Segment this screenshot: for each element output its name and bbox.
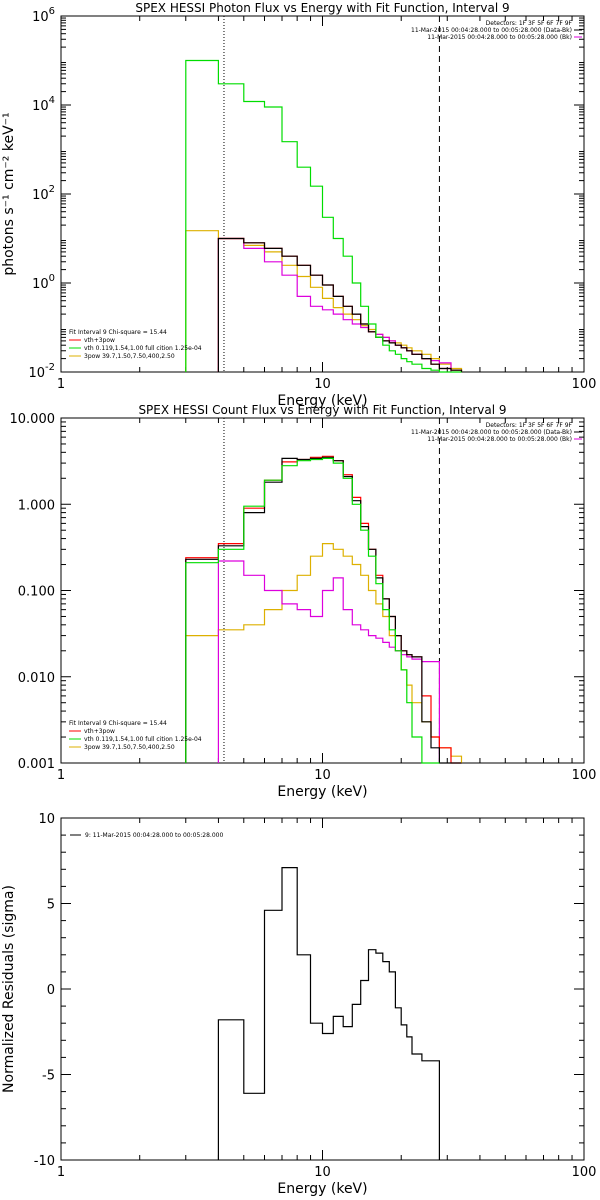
panel1-fit-legend-entry: vth+3pow [84,337,115,344]
panel2-series-2-step-line [185,455,462,764]
panel3-x-tick-label: 1 [57,1165,65,1180]
panel2-header-line: 11-Mar-2015 00:04:28.000 to 00:05:28.000… [427,436,572,443]
panel2-series-4-step-line [185,457,440,764]
panel3-legend-entry: 9: 11-Mar-2015 00:04:28.000 to 00:05:28.… [85,832,223,839]
panel1-x-tick-label: 10 [314,377,331,392]
panel3-plot-frame [60,817,585,1161]
panel2-y-tick-label: 0.001 [18,757,55,772]
panel3-x-tick-label: 10 [314,1165,331,1180]
panel1-y-tick-label: 102 [32,184,55,203]
panel2-y-tick-label: 1.000 [18,498,55,513]
panel1-header-line: 11-Mar-2015 00:04:28.000 to 00:05:28.000… [427,34,572,41]
panel3-y-tick-label: 10 [38,812,55,827]
panel2-y-tick-label: 0.010 [18,671,55,686]
panel1-fit-legend-entry: Fit Interval 9 Chi-square = 15.44 [69,329,167,336]
panel1-x-tick-label: 100 [572,377,597,392]
panel2-fit-legend-entry: Fit Interval 9 Chi-square = 15.44 [69,720,167,727]
panel1-series-0-step-line [185,230,463,372]
panel1-series-2-step-line [217,237,463,372]
panel2-fit-legend-entry: vth 0.119,1.54,1.00 full cition 1.25e-04 [84,736,202,743]
panel1-series-3-step-line [217,237,463,372]
panel2-y-tick-label: 10.000 [10,412,56,427]
panel3-y-tick-label: -5 [42,1069,55,1084]
panel1-x-axis-label: Energy (keV) [277,393,367,409]
panel2-header-line: 11-Mar-2015 00:04:28.000 to 00:05:28.000… [411,429,572,436]
panel1-fit-legend-entry: vth 0.119,1.54,1.00 full cition 1.25e-04 [84,345,202,352]
panel3-x-axis-label: Energy (keV) [277,1181,367,1197]
panel1-y-tick-label: 104 [32,95,55,114]
panel2-x-tick-label: 100 [572,768,597,783]
panel3-series-0-step-line [217,867,440,1160]
panel1-y-tick-label: 100 [32,273,55,292]
panel2-fit-legend-entry: vth+3pow [84,728,115,735]
panel1-header-line: Detectors: 1F 3F 5F 6F 7F 9F [486,20,573,27]
panel2-x-tick-label: 1 [57,768,65,783]
panel1-y-tick-label: 106 [32,6,55,25]
panel1-y-axis-label: photons s⁻¹ cm⁻² keV⁻¹ [1,112,17,275]
panel1-fit-legend-entry: 3pow 39.7,1.50,7.50,400,2.50 [84,353,175,360]
panel3-y-tick-label: 5 [47,898,55,913]
panel3-x-tick-label: 100 [572,1165,597,1180]
panel2-series-0-step-line [185,543,463,763]
panel1-series-1-step-line [217,237,452,372]
panel2-x-tick-label: 10 [314,768,331,783]
panel2-chart-title: SPEX HESSI Count Flux vs Energy with Fit… [138,403,506,417]
panel2-y-tick-label: 0.100 [18,585,55,600]
panel2-fit-legend-entry: 3pow 39.7,1.50,7.50,400,2.50 [84,744,175,751]
panel2-series-1-step-line [217,560,440,763]
panel1-header-line: 11-Mar-2015 00:04:28.000 to 00:05:28.000… [411,27,572,34]
panel1-series-4-step-line [185,59,462,373]
panel1-x-tick-label: 1 [57,377,65,392]
panel3-y-tick-label: -10 [34,1154,55,1169]
panel2-x-axis-label: Energy (keV) [277,784,367,800]
panel1-chart-title: SPEX HESSI Photon Flux vs Energy with Fi… [135,1,509,15]
panel2-header-line: Detectors: 1F 3F 5F 6F 7F 9F [486,422,573,429]
panel2-series-3-step-line [185,456,462,764]
panel3-y-tick-label: 0 [47,983,55,998]
panel3-y-axis-label: Normalized Residuals (sigma) [1,885,17,1093]
panel1-y-tick-label: 10-2 [28,362,55,381]
